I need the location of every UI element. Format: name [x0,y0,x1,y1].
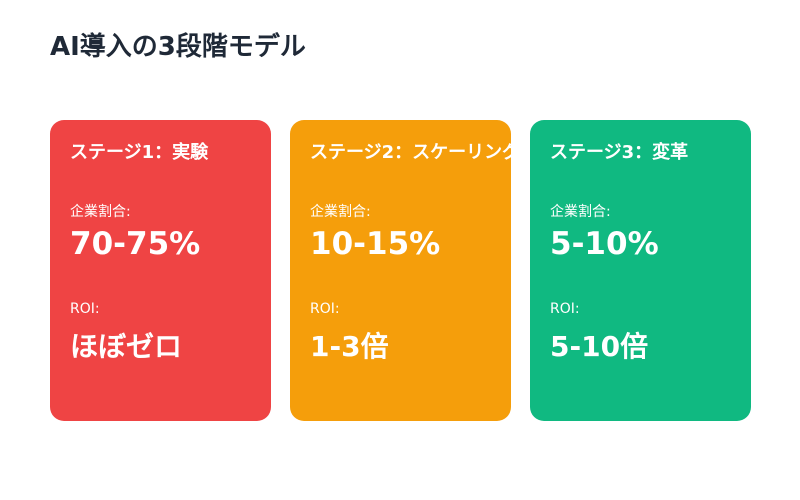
share-value: 5-10% [550,226,659,262]
roi-value: 5-10倍 [550,330,649,363]
stage-title: ステージ2：スケーリング [310,142,511,163]
share-value: 10-15% [310,226,441,262]
roi-label: ROI: [70,301,100,317]
roi-value: 1-3倍 [310,330,389,363]
page-title: AI導入の3段階モデル [50,32,306,62]
stage-title: ステージ1：実験 [70,142,209,163]
roi-label: ROI: [550,301,580,317]
stage-card-1: ステージ1：実験 企業割合: 70-75% ROI: ほぼゼロ [50,120,271,421]
roi-label: ROI: [310,301,340,317]
stage-card-3: ステージ3：変革 企業割合: 5-10% ROI: 5-10倍 [530,120,751,421]
roi-value: ほぼゼロ [70,330,183,363]
share-value: 70-75% [70,226,201,262]
share-label: 企業割合: [70,204,131,220]
share-label: 企業割合: [550,204,611,220]
stage-card-2: ステージ2：スケーリング 企業割合: 10-15% ROI: 1-3倍 [290,120,511,421]
stage-title: ステージ3：変革 [550,142,689,163]
share-label: 企業割合: [310,204,371,220]
